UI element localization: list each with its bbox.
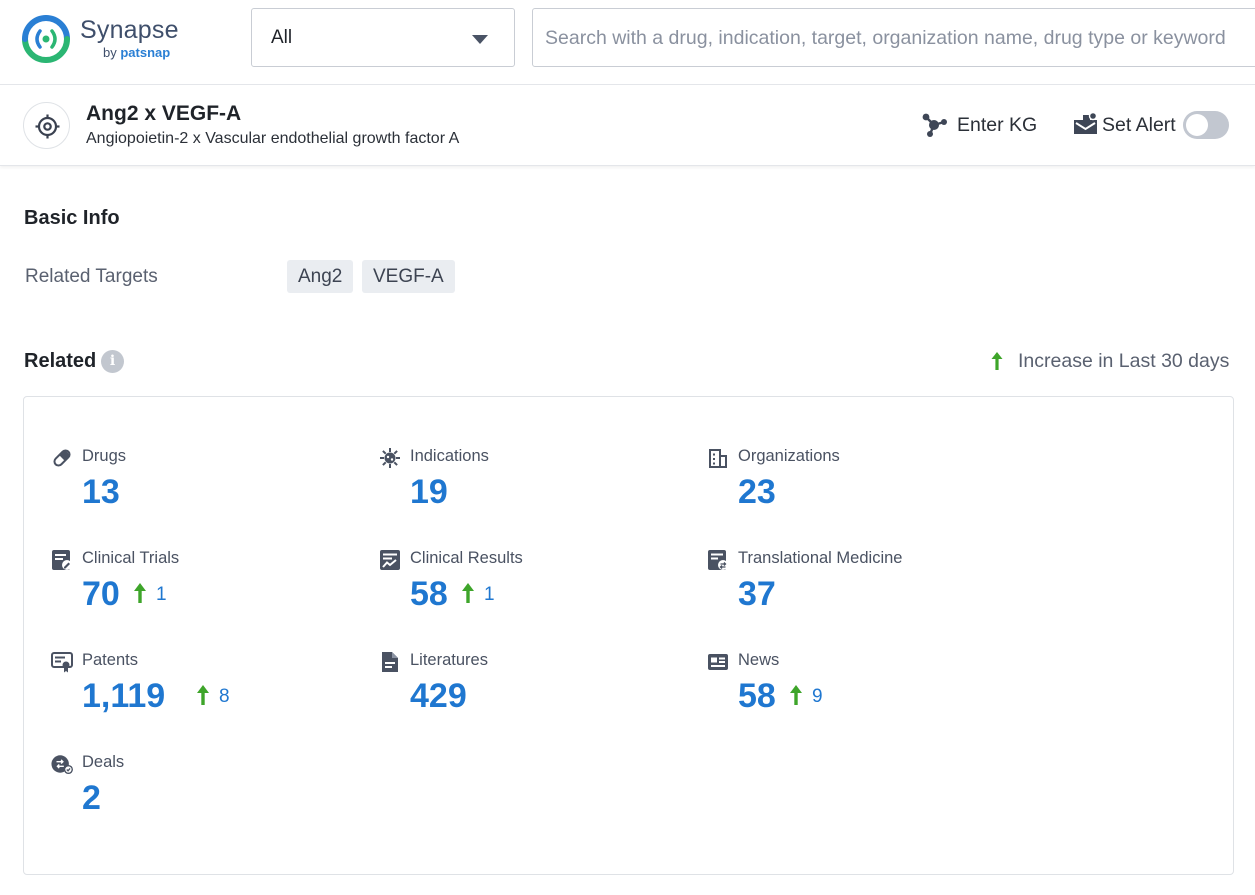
virus-icon xyxy=(379,447,401,469)
stat-organizations[interactable]: Organizations 23 xyxy=(707,446,1007,536)
target-avatar xyxy=(23,102,70,149)
stat-clinical-trials[interactable]: Clinical Trials 70 1 xyxy=(51,548,351,638)
stat-patents[interactable]: Patents 1,119 8 xyxy=(51,650,351,740)
stat-name: Drugs xyxy=(82,447,126,466)
stat-value: 58 xyxy=(738,677,776,716)
stat-indications[interactable]: Indications 19 xyxy=(379,446,679,536)
increase-value: 1 xyxy=(484,584,495,606)
stat-value: 19 xyxy=(410,473,448,512)
caret-down-icon xyxy=(472,35,488,44)
stat-translational-medicine[interactable]: Translational Medicine 37 xyxy=(707,548,1007,638)
arrow-up-icon xyxy=(132,582,148,604)
search-box[interactable] xyxy=(532,8,1255,67)
stat-value: 70 xyxy=(82,575,120,614)
page-title: Ang2 x VEGF-A xyxy=(86,102,241,126)
increase-value: 8 xyxy=(219,686,230,708)
arrow-up-icon xyxy=(195,684,211,706)
search-input[interactable] xyxy=(545,23,1255,53)
knowledge-graph-icon xyxy=(921,112,949,138)
logo-byline: by patsnap xyxy=(103,45,170,60)
set-alert-toggle[interactable] xyxy=(1183,111,1229,139)
target-tag-vegf-a[interactable]: VEGF-A xyxy=(362,260,455,293)
related-stats-card: Drugs 13 Indications 19 Organizations 23 xyxy=(23,396,1234,875)
increase-legend-label: Increase in Last 30 days xyxy=(1018,350,1229,373)
arrow-up-icon xyxy=(989,351,1005,371)
related-targets-label: Related Targets xyxy=(25,266,158,288)
basic-info-title: Basic Info xyxy=(24,207,120,230)
news-icon xyxy=(707,651,729,673)
translational-medicine-icon xyxy=(707,549,729,571)
page-subtitle: Angiopoietin-2 x Vascular endothelial gr… xyxy=(86,130,459,148)
stat-deals[interactable]: Deals 2 xyxy=(51,752,351,842)
stat-value: 23 xyxy=(738,473,776,512)
stat-name: Patents xyxy=(82,651,138,670)
logo-name: Synapse xyxy=(80,16,179,45)
stat-news[interactable]: News 58 9 xyxy=(707,650,1007,740)
stat-name: Clinical Trials xyxy=(82,549,179,568)
pill-icon xyxy=(51,447,73,469)
arrow-up-icon xyxy=(460,582,476,604)
target-tag-ang2[interactable]: Ang2 xyxy=(287,260,353,293)
stat-value: 429 xyxy=(410,677,467,716)
stat-value: 58 xyxy=(410,575,448,614)
synapse-logo[interactable]: Synapse by patsnap xyxy=(22,15,182,65)
stat-literatures[interactable]: Literatures 429 xyxy=(379,650,679,740)
search-scope-select[interactable]: All xyxy=(251,8,515,67)
stat-name: News xyxy=(738,651,779,670)
deals-icon xyxy=(51,753,73,775)
toggle-knob xyxy=(1186,114,1208,136)
stat-name: Translational Medicine xyxy=(738,549,902,568)
stat-name: Organizations xyxy=(738,447,840,466)
target-header: Ang2 x VEGF-A Angiopoietin-2 x Vascular … xyxy=(0,85,1255,166)
arrow-up-icon xyxy=(788,684,804,706)
clinical-results-icon xyxy=(379,549,401,571)
stat-drugs[interactable]: Drugs 13 xyxy=(51,446,351,536)
patent-icon xyxy=(51,651,73,673)
stat-value: 13 xyxy=(82,473,120,512)
info-icon[interactable]: i xyxy=(101,350,124,373)
stat-name: Literatures xyxy=(410,651,488,670)
search-scope-value: All xyxy=(271,27,292,49)
literature-icon xyxy=(379,651,401,673)
logo-by: by xyxy=(103,45,117,60)
stat-value: 2 xyxy=(82,779,101,818)
enter-kg-label: Enter KG xyxy=(957,114,1037,137)
target-crosshair-icon xyxy=(35,114,60,139)
stat-name: Clinical Results xyxy=(410,549,523,568)
stat-name: Deals xyxy=(82,753,124,772)
stat-clinical-results[interactable]: Clinical Results 58 1 xyxy=(379,548,679,638)
alert-mail-icon xyxy=(1073,112,1098,136)
related-title: Related xyxy=(24,350,96,373)
increase-value: 1 xyxy=(156,584,167,606)
stat-value: 37 xyxy=(738,575,776,614)
clinical-trials-icon xyxy=(51,549,73,571)
logo-company: patsnap xyxy=(120,45,170,60)
stat-value: 1,119 xyxy=(82,677,165,716)
building-icon xyxy=(707,447,729,469)
top-bar: Synapse by patsnap All xyxy=(0,0,1255,85)
increase-value: 9 xyxy=(812,686,823,708)
set-alert-label: Set Alert xyxy=(1102,114,1176,137)
synapse-logo-icon xyxy=(22,15,70,63)
stat-name: Indications xyxy=(410,447,489,466)
